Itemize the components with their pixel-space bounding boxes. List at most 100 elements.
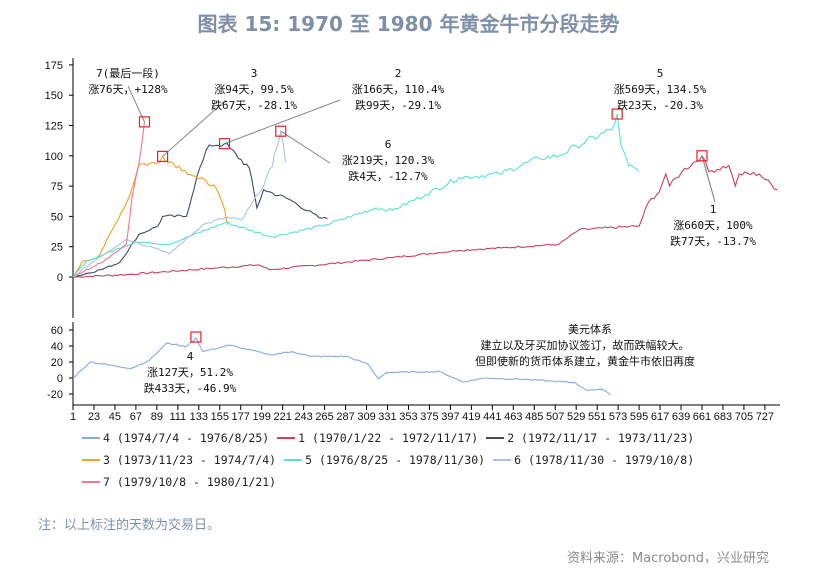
x-tick-label: 155 — [211, 411, 229, 420]
x-tick-label: 265 — [315, 411, 333, 420]
x-tick-label: 1 — [70, 411, 76, 420]
x-tick-label: 221 — [273, 411, 291, 420]
x-tick-label: 507 — [546, 411, 564, 420]
legend-label: 2 (1972/11/17 - 1973/11/23) — [507, 431, 695, 445]
x-tick-label: 353 — [399, 411, 417, 420]
x-tick-label: 661 — [693, 411, 711, 420]
annotation-note-text: 美元体系 — [568, 322, 612, 336]
peak-marker-box — [138, 116, 151, 128]
peak-marker-box — [275, 125, 287, 137]
bottom-y-tick-label: 60 — [51, 325, 63, 337]
x-tick-label: 485 — [525, 411, 543, 420]
x-tick-label: 177 — [232, 411, 250, 420]
series-line-2 — [72, 143, 328, 278]
x-tick-label: 639 — [672, 411, 690, 420]
legend-label: 6 (1978/11/30 - 1979/10/8) — [514, 453, 695, 467]
x-tick-label: 331 — [378, 411, 396, 420]
x-tick-label: 397 — [441, 411, 459, 420]
legend: 4 (1974/7/4 - 1976/8/25) 1 (1970/1/22 - 1… — [82, 427, 802, 493]
x-tick-label: 441 — [483, 411, 501, 420]
bottom-y-tick-label: 20 — [51, 357, 63, 369]
x-tick-label: 133 — [190, 411, 208, 420]
peak-marker-box — [611, 108, 623, 120]
peak-marker-box — [190, 331, 202, 343]
legend-item: 4 (1974/7/4 - 1976/8/25) — [82, 427, 269, 449]
top-y-tick-label: 150 — [45, 90, 63, 102]
legend-swatch — [284, 459, 303, 461]
x-tick-label: 573 — [609, 411, 627, 420]
legend-swatch — [493, 459, 512, 461]
legend-label: 1 (1970/1/22 - 1972/11/17) — [298, 431, 479, 445]
annotation-text: 1 — [710, 203, 717, 216]
annotation-text: 涨94天，99.5% — [214, 83, 294, 96]
x-tick-label: 89 — [151, 411, 163, 420]
legend-item: 1 (1970/1/22 - 1972/11/17) — [277, 427, 478, 449]
annotation-text: 涨127天，51.2% — [147, 366, 233, 379]
annotation-note-text: 但即使新的货币体系建立，黄金牛市依旧再度 — [475, 354, 695, 368]
bottom-y-tick-label: -20 — [47, 389, 63, 401]
annotation-leader-line — [701, 155, 716, 203]
annotation-text: 7(最后一段) — [96, 66, 160, 80]
x-tick-label: 705 — [735, 411, 753, 420]
annotation-text: 6 — [385, 138, 392, 151]
legend-item: 6 (1978/11/30 - 1979/10/8) — [493, 449, 694, 471]
legend-swatch — [486, 437, 505, 439]
x-tick-label: 683 — [714, 411, 732, 420]
x-tick-label: 463 — [504, 411, 522, 420]
annotation-text: 2 — [395, 67, 402, 80]
peak-marker-box — [696, 150, 708, 162]
x-tick-label: 67 — [130, 411, 142, 420]
annotation-leader-line — [162, 99, 227, 157]
annotation-text: 跌67天，-28.1% — [211, 98, 297, 112]
annotation-text: 5 — [657, 67, 664, 80]
legend-item: 7 (1979/10/8 - 1980/1/21) — [82, 471, 276, 493]
annotation-text: 涨166天，110.4% — [352, 83, 445, 96]
series-line-6 — [72, 131, 287, 278]
x-tick-label: 419 — [462, 411, 480, 420]
annotation-text: 跌4天，-12.7% — [348, 169, 428, 183]
annotation-text: 涨219天，120.3% — [342, 154, 435, 167]
top-y-tick-label: 125 — [45, 121, 63, 133]
bottom-y-tick-label: 0 — [57, 373, 63, 385]
source-note: 资料来源：Macrobond，兴业研究 — [566, 551, 769, 566]
top-y-tick-label: 25 — [51, 242, 63, 254]
top-y-tick-label: 0 — [57, 272, 63, 284]
chart-title: 图表 15: 1970 至 1980 年黄金牛市分段走势 — [197, 12, 620, 36]
x-tick-label: 595 — [630, 411, 648, 420]
legend-swatch — [82, 481, 100, 483]
series-line-7 — [72, 121, 146, 278]
top-y-tick-label: 175 — [45, 60, 63, 72]
annotation-text: 3 — [251, 67, 258, 80]
x-tick-label: 199 — [253, 411, 271, 420]
annotation-leader-line — [224, 99, 341, 145]
x-tick-label: 23 — [88, 411, 100, 420]
peak-marker-box — [156, 150, 169, 163]
legend-label: 7 (1979/10/8 - 1980/1/21) — [103, 475, 277, 489]
annotation-text: 4 — [187, 350, 194, 363]
annotation-leader-line — [127, 85, 145, 123]
annotation-note-text: 建立以及牙买加协议签订，故而跌幅较大。 — [481, 338, 690, 352]
legend-item: 2 (1972/11/17 - 1973/11/23) — [486, 427, 694, 449]
x-tick-label: 45 — [109, 411, 121, 420]
annotation-leader-line — [280, 130, 331, 164]
series-line-1 — [72, 154, 778, 278]
footnote: 注：以上标注的天数为交易日。 — [38, 518, 221, 533]
legend-label: 4 (1974/7/4 - 1976/8/25) — [103, 431, 270, 445]
legend-swatch — [82, 459, 100, 461]
top-y-tick-label: 50 — [51, 211, 63, 223]
legend-swatch — [82, 437, 100, 439]
x-tick-label: 111 — [169, 411, 186, 420]
peak-marker-box — [218, 138, 231, 150]
x-tick-label: 551 — [588, 411, 606, 420]
series-line-4 — [72, 337, 611, 396]
x-tick-label: 243 — [294, 411, 312, 420]
annotation-text: 涨660天，100% — [673, 219, 753, 232]
x-tick-label: 529 — [567, 411, 585, 420]
annotation-text: 跌99天，-29.1% — [355, 98, 441, 112]
series-line-3 — [72, 155, 228, 278]
legend-label: 3 (1973/11/23 - 1974/7/4) — [103, 453, 277, 467]
bottom-y-tick-label: 40 — [51, 341, 63, 353]
x-tick-label: 309 — [357, 411, 375, 420]
